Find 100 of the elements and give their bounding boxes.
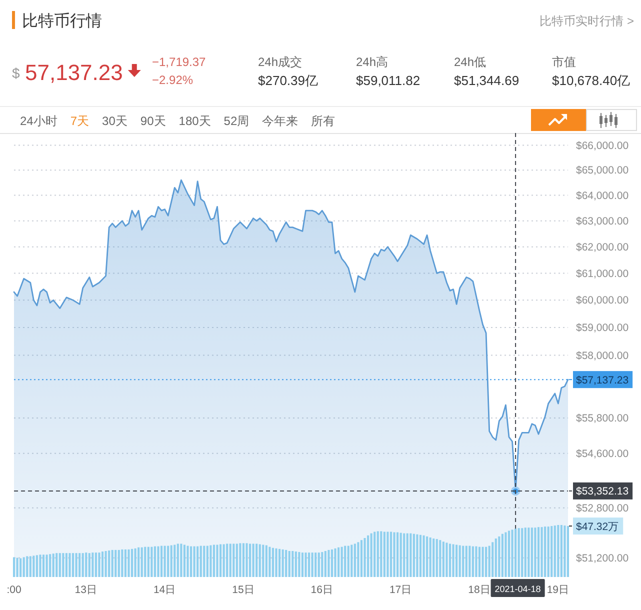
text: 52周 <box>224 114 250 128</box>
bar <box>478 546 481 577</box>
bar <box>72 553 74 577</box>
bar <box>174 544 176 577</box>
bar <box>193 546 196 577</box>
bar <box>294 552 297 577</box>
x-tick-label: 14日 <box>153 584 176 596</box>
text: 30天 <box>102 114 128 128</box>
x-tick-label: 13日 <box>74 584 98 596</box>
bar <box>265 545 268 577</box>
bar <box>564 526 566 577</box>
bar <box>301 552 304 577</box>
text: −1,719.37 <box>152 55 206 69</box>
bar <box>396 532 399 577</box>
bar <box>206 546 208 577</box>
bar <box>462 546 464 577</box>
bar <box>344 546 346 577</box>
bar <box>458 545 461 577</box>
bar <box>304 552 307 577</box>
bar <box>308 552 310 577</box>
bar <box>160 546 163 577</box>
bar <box>220 544 222 577</box>
value-label: $47.32万 <box>568 518 624 535</box>
bar <box>288 551 290 577</box>
text: 比特币实时行情 > <box>540 14 634 28</box>
bar <box>324 551 326 577</box>
bar <box>176 544 179 577</box>
bar <box>311 552 314 577</box>
bar <box>134 548 136 577</box>
bar <box>157 546 160 577</box>
bar <box>75 553 78 577</box>
text: $51,344.69 <box>454 73 520 88</box>
bar <box>114 550 117 577</box>
y-tick-label: $55,800.00 <box>576 412 629 425</box>
bar <box>528 528 530 577</box>
bar <box>239 543 242 577</box>
bar <box>154 546 156 577</box>
bar <box>232 544 235 577</box>
bar <box>390 532 392 577</box>
x-tick-label: 15日 <box>232 584 255 596</box>
y-tick-label: $61,000.00 <box>576 268 629 280</box>
text: 所有 <box>311 114 336 128</box>
bar <box>252 544 254 577</box>
bar <box>298 552 300 577</box>
bar <box>150 546 153 577</box>
bar <box>410 533 412 577</box>
bar <box>203 546 206 577</box>
y-tick-label: $51,200.00 <box>576 552 629 564</box>
bar <box>376 531 379 577</box>
bar <box>422 535 425 577</box>
y-tick-label: $63,000.00 <box>576 215 629 228</box>
text: 90天 <box>140 114 166 128</box>
text: 180天 <box>178 114 211 128</box>
bar <box>186 546 189 577</box>
text: $10,678.40亿 <box>552 73 630 88</box>
bar <box>400 532 402 577</box>
x-tick-label: 17日 <box>389 584 412 596</box>
bar <box>262 544 264 577</box>
ref-line-label: $57,137.23 <box>576 374 629 386</box>
bar <box>386 532 389 577</box>
bar <box>12 557 16 577</box>
bar <box>393 532 396 577</box>
bar <box>534 528 536 577</box>
bar <box>46 554 48 577</box>
bar <box>550 526 553 577</box>
bar <box>128 549 130 577</box>
bar <box>212 544 215 577</box>
bar <box>226 544 228 577</box>
bar <box>370 533 372 577</box>
bar <box>412 534 415 577</box>
bar <box>521 528 524 577</box>
bar <box>78 553 81 577</box>
bar <box>360 540 362 577</box>
bar <box>92 552 94 577</box>
bar <box>472 546 474 577</box>
bar <box>278 548 281 577</box>
bar <box>190 546 192 577</box>
bar <box>446 542 448 577</box>
bar <box>330 549 333 577</box>
text: 7天 <box>70 114 90 128</box>
bar <box>26 556 28 577</box>
bar <box>432 538 435 577</box>
bar <box>88 553 90 577</box>
bar <box>475 546 478 577</box>
bar <box>22 557 25 577</box>
bar <box>456 544 458 577</box>
bar <box>357 542 360 577</box>
bar <box>268 546 271 577</box>
bar <box>229 544 232 577</box>
bar <box>85 552 88 577</box>
bar <box>282 549 284 577</box>
bar <box>42 554 45 577</box>
bar <box>334 548 336 577</box>
bar <box>170 545 172 577</box>
bar <box>101 552 104 577</box>
y-tick-label: $64,000.00 <box>576 190 629 202</box>
bar <box>485 546 488 577</box>
bar <box>504 532 507 577</box>
bar <box>108 550 110 577</box>
bar <box>167 546 170 577</box>
